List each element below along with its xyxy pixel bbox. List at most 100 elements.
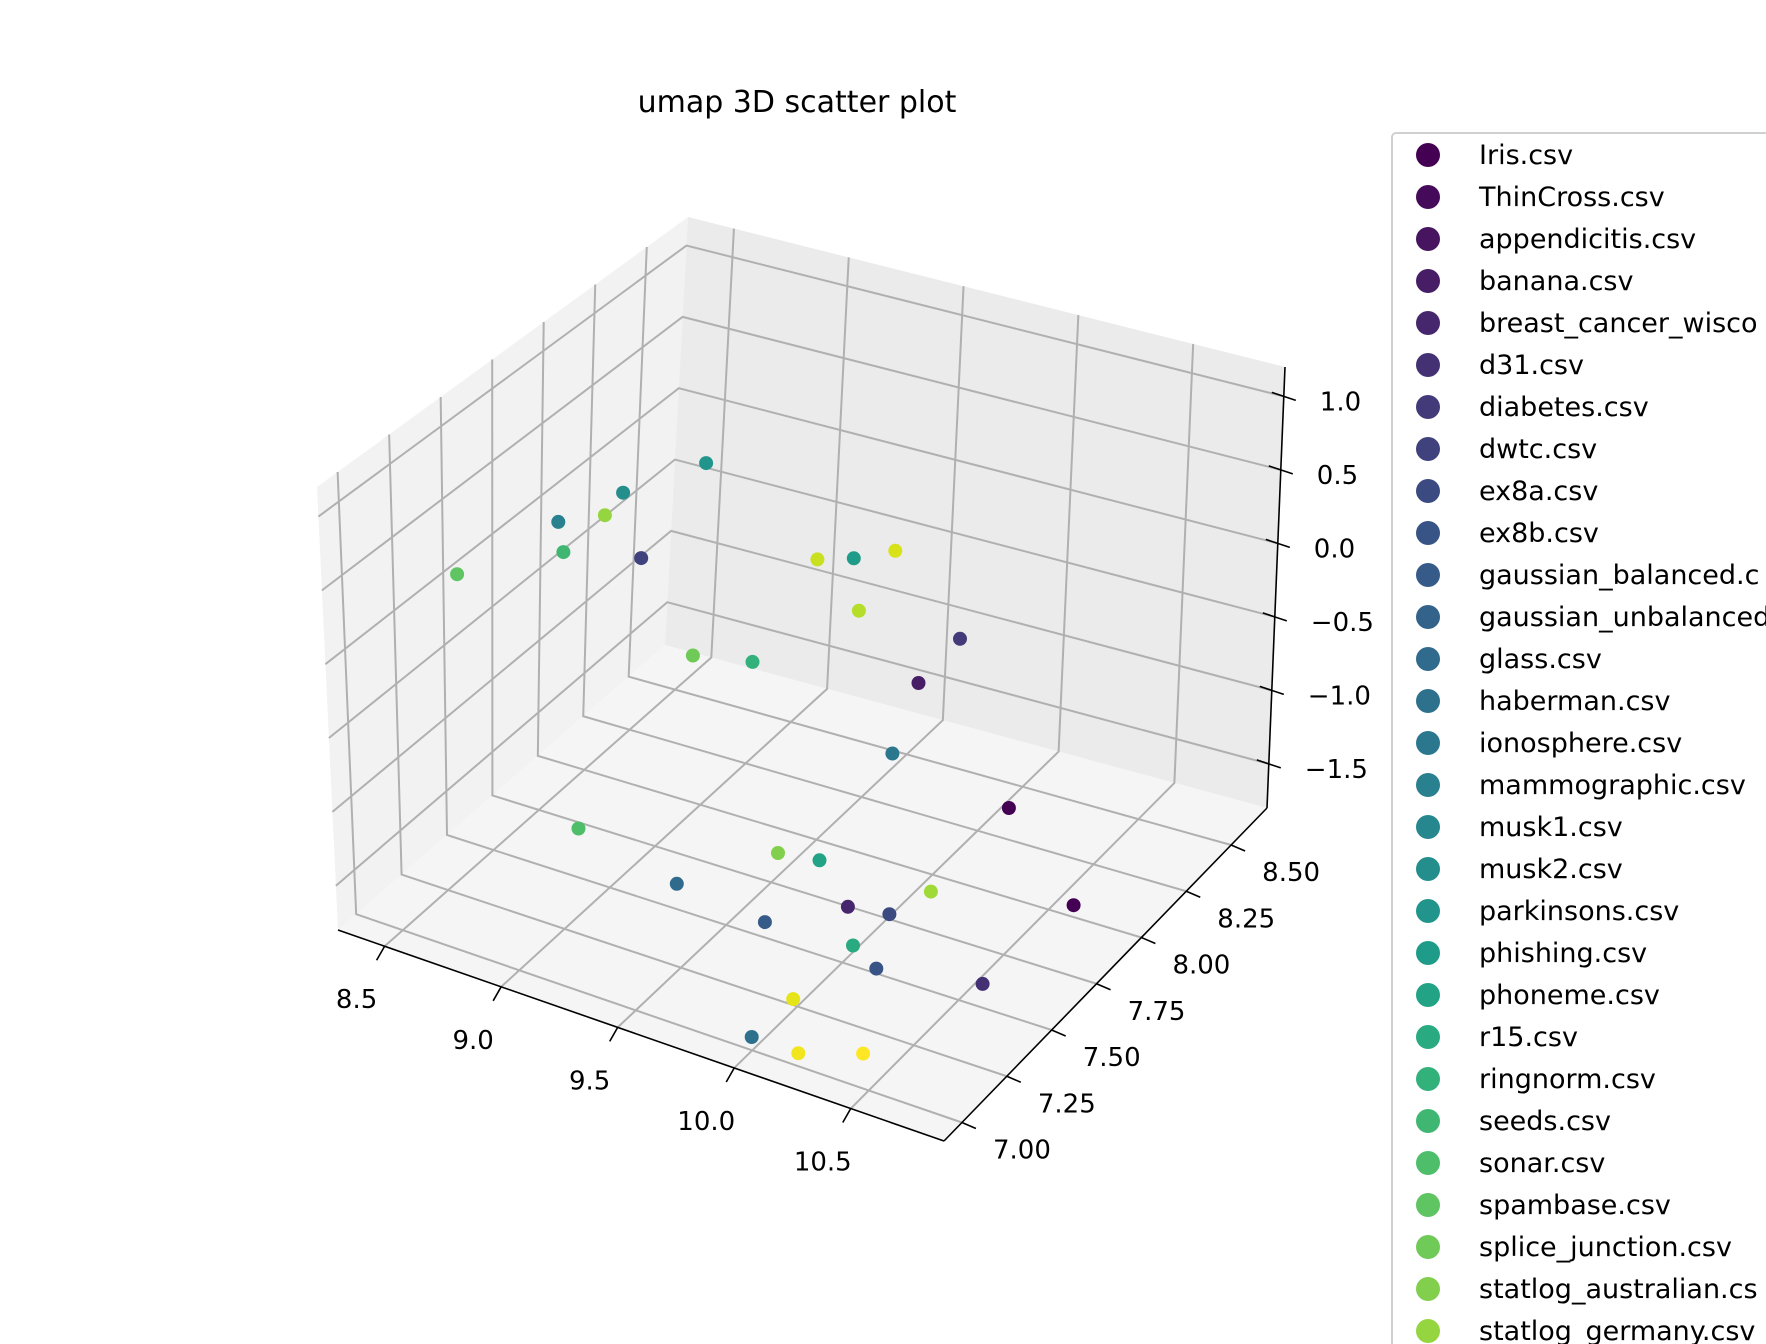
y-tick <box>1185 890 1201 898</box>
z-tick <box>1256 759 1282 769</box>
legend-label: statlog_germany.csv <box>1479 1316 1755 1344</box>
z-tick-label: −1.5 <box>1305 755 1368 785</box>
x-tick <box>492 986 502 1002</box>
x-tick <box>375 945 386 961</box>
legend-marker <box>1416 353 1440 377</box>
legend-marker <box>1416 185 1440 209</box>
scatter-point <box>1066 898 1081 913</box>
scatter-point <box>882 907 897 922</box>
legend-label: seeds.csv <box>1479 1106 1611 1137</box>
scatter-point <box>616 485 631 500</box>
y-gridline <box>491 359 1097 985</box>
y-tick-label: 7.25 <box>1038 1089 1096 1119</box>
legend-marker <box>1416 1319 1440 1343</box>
legend-marker <box>1416 815 1440 839</box>
data-points <box>450 456 1081 1061</box>
legend-marker <box>1416 983 1440 1007</box>
y-tick-label: 7.50 <box>1083 1043 1141 1073</box>
legend-marker <box>1416 1109 1440 1133</box>
scatter-point <box>953 631 967 646</box>
z-tick <box>1268 465 1294 475</box>
x-tick-label: 8.5 <box>336 985 377 1015</box>
z-tick <box>1259 685 1285 696</box>
x-tick <box>725 1067 735 1083</box>
z-tick <box>1262 612 1288 622</box>
scatter-point <box>786 992 801 1007</box>
y-tick-label: 8.00 <box>1172 951 1230 981</box>
x-tick-label: 10.5 <box>794 1148 852 1178</box>
scatter-point <box>851 603 866 618</box>
y-tick <box>1006 1075 1022 1083</box>
scatter-point <box>685 648 700 663</box>
legend-label: diabetes.csv <box>1479 392 1649 423</box>
x-tick <box>842 1108 852 1123</box>
legend-marker <box>1416 1277 1440 1301</box>
legend-label: ex8b.csv <box>1479 518 1599 549</box>
legend-label: breast_cancer_wisco <box>1479 308 1758 339</box>
y-tick <box>1230 844 1246 852</box>
legend-marker <box>1416 731 1440 755</box>
legend-label: ThinCross.csv <box>1478 182 1665 213</box>
z-axis-line <box>1266 366 1286 809</box>
scatter-point <box>840 899 855 914</box>
chart-title: umap 3D scatter plot <box>638 85 957 120</box>
y-gridline <box>439 396 1052 1031</box>
axes-grid <box>317 228 1285 1124</box>
y-gridline <box>388 434 1008 1078</box>
scatter-point <box>1001 801 1016 815</box>
legend-label: parkinsons.csv <box>1479 896 1679 927</box>
z-gridline <box>328 458 1276 739</box>
legend-marker <box>1416 563 1440 587</box>
legend-marker <box>1416 773 1440 797</box>
y-tick <box>1141 936 1156 945</box>
z-tick-label: −1.0 <box>1308 681 1371 711</box>
x-tick <box>608 1026 619 1042</box>
legend-label: banana.csv <box>1479 266 1633 297</box>
legend-label: musk2.csv <box>1479 854 1623 885</box>
y-axis-line <box>943 807 1268 1142</box>
axes-lines <box>337 366 1286 1142</box>
legend-label: ringnorm.csv <box>1479 1064 1656 1095</box>
scatter-point <box>812 853 827 868</box>
legend-label: mammographic.csv <box>1479 770 1746 801</box>
legend-marker <box>1416 1067 1440 1091</box>
scatter-point <box>888 543 903 558</box>
legend-label: splice_junction.csv <box>1479 1232 1732 1263</box>
x-axis-line <box>337 929 945 1142</box>
legend-label: dwtc.csv <box>1479 434 1597 465</box>
z-tick-label: 0.5 <box>1317 461 1358 491</box>
x-tick-label: 10.0 <box>677 1107 735 1137</box>
legend-marker <box>1416 437 1440 461</box>
y-tick-label: 7.00 <box>993 1136 1051 1166</box>
legend-marker <box>1416 689 1440 713</box>
back-pane-left <box>317 217 688 930</box>
legend-label: gaussian_unbalanced <box>1479 602 1766 633</box>
legend-marker <box>1416 521 1440 545</box>
legend-marker <box>1416 479 1440 503</box>
legend-label: gaussian_balanced.c <box>1479 560 1759 591</box>
scatter-point <box>571 821 586 836</box>
scatter-point <box>846 938 860 953</box>
y-tick <box>1051 1029 1066 1037</box>
legend-marker <box>1416 1235 1440 1259</box>
legend-label: ionosphere.csv <box>1479 728 1682 759</box>
scatter-point <box>846 551 861 566</box>
z-gridline <box>331 529 1273 813</box>
z-tick-label: −0.5 <box>1311 608 1374 638</box>
z-gridline <box>321 315 1282 592</box>
scatter-point <box>551 514 566 529</box>
y-tick <box>961 1121 977 1130</box>
scatter-point <box>757 915 772 930</box>
scatter-point <box>556 545 571 560</box>
legend-label: phoneme.csv <box>1479 980 1660 1011</box>
x-tick-label: 9.0 <box>452 1026 493 1056</box>
legend-marker <box>1416 227 1440 251</box>
axes-ticks: 8.5 9.0 9.5 10.0 10.5 7.00 7.25 7.50 7.75 8.00 8.2… <box>336 387 1374 1177</box>
legend-label: spambase.csv <box>1479 1190 1671 1221</box>
scatter-point <box>669 876 684 891</box>
legend-label: ex8a.csv <box>1479 476 1598 507</box>
legend-label: sonar.csv <box>1479 1148 1605 1179</box>
legend-marker <box>1416 605 1440 629</box>
legend-marker <box>1416 143 1440 167</box>
x-tick-label: 9.5 <box>569 1066 610 1096</box>
